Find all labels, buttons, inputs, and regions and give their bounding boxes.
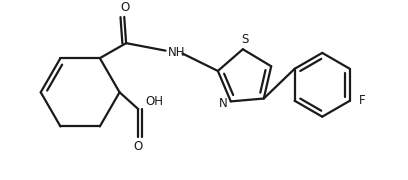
Text: O: O [120,1,130,14]
Text: S: S [241,33,248,46]
Text: OH: OH [146,95,164,108]
Text: NH: NH [167,46,185,59]
Text: N: N [219,97,228,110]
Text: F: F [359,94,366,107]
Text: O: O [134,140,143,153]
